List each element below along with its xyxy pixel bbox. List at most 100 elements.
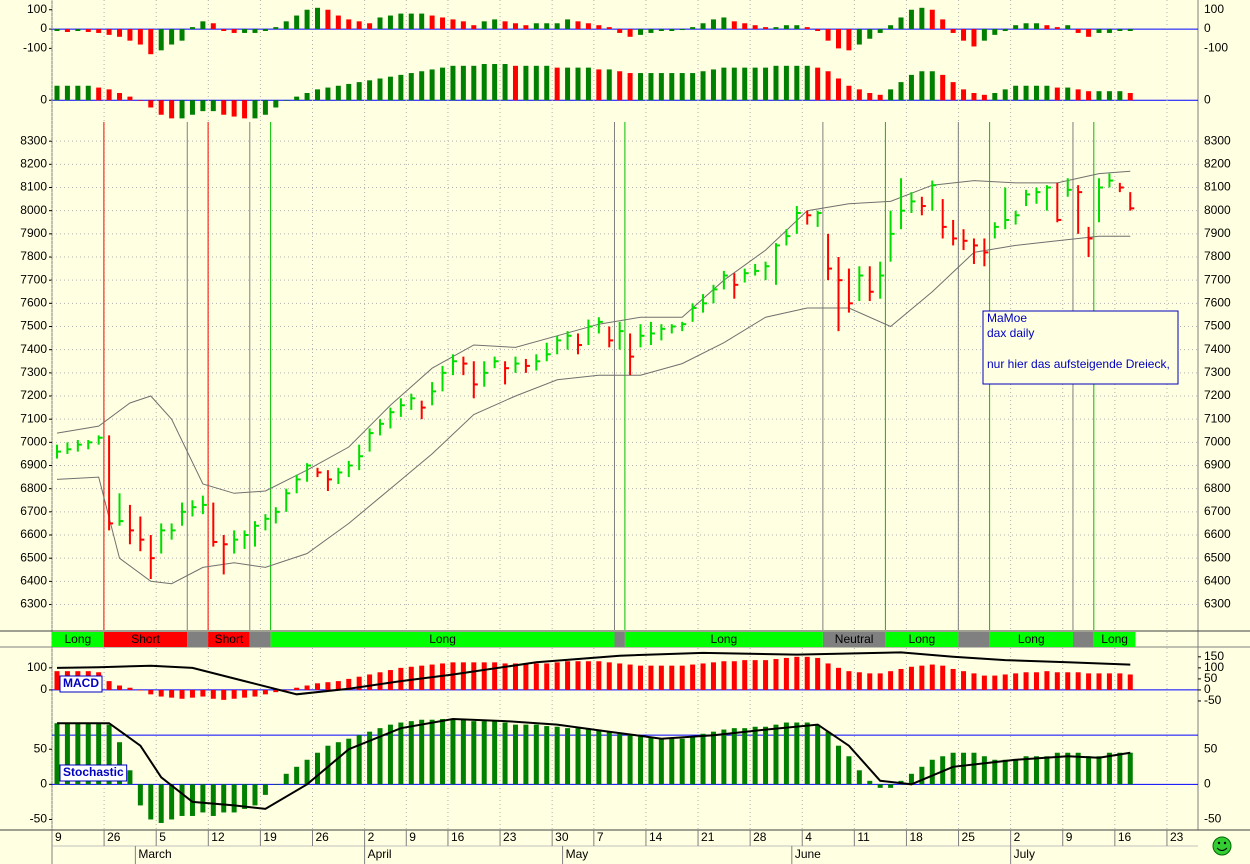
signal-segment bbox=[187, 632, 209, 647]
histogram-bar bbox=[189, 100, 195, 115]
histogram-bar bbox=[252, 100, 258, 119]
histogram-bar bbox=[710, 731, 716, 785]
histogram-bar bbox=[742, 67, 748, 101]
histogram-bar bbox=[596, 661, 602, 690]
histogram-bar bbox=[127, 96, 133, 101]
histogram-bar bbox=[481, 64, 487, 101]
histogram-bar bbox=[690, 736, 696, 785]
x-tick-label: 14 bbox=[649, 830, 663, 844]
histogram-bar bbox=[460, 65, 466, 101]
histogram-bar bbox=[481, 21, 487, 30]
histogram-bar bbox=[836, 667, 841, 690]
histogram-bar bbox=[773, 659, 779, 690]
histogram-bar bbox=[950, 752, 956, 785]
x-tick-label: 9 bbox=[55, 830, 62, 844]
histogram-bar bbox=[377, 78, 383, 101]
histogram-bar bbox=[419, 13, 425, 30]
signal-label: Long bbox=[1018, 632, 1045, 646]
histogram-bar bbox=[356, 82, 362, 101]
histogram-bar bbox=[731, 21, 737, 30]
histogram-bar bbox=[221, 689, 227, 700]
annotation-text: MaMoe bbox=[987, 311, 1027, 325]
histogram-bar bbox=[638, 73, 644, 101]
histogram-bar bbox=[1075, 672, 1081, 690]
histogram-bar bbox=[669, 73, 675, 101]
histogram-bar bbox=[64, 29, 70, 32]
histogram-bar bbox=[325, 682, 331, 690]
histogram-bar bbox=[231, 689, 237, 699]
histogram-bar bbox=[533, 65, 539, 101]
histogram-bar bbox=[627, 735, 633, 785]
histogram-bar bbox=[356, 676, 362, 690]
y-tick-label-right: 7700 bbox=[1204, 272, 1231, 286]
histogram-bar bbox=[690, 664, 696, 690]
histogram-bar bbox=[554, 726, 560, 785]
histogram-bar bbox=[283, 689, 289, 691]
histogram-bar bbox=[877, 673, 883, 690]
histogram-bar bbox=[325, 87, 331, 101]
histogram-bar bbox=[877, 29, 883, 33]
histogram-bar bbox=[1096, 29, 1102, 33]
signal-segment bbox=[614, 632, 625, 647]
y-tick-label-right: 0 bbox=[1204, 92, 1211, 106]
histogram-bar bbox=[429, 719, 435, 785]
histogram-bar bbox=[658, 738, 664, 785]
histogram-bar bbox=[408, 721, 414, 785]
histogram-bar bbox=[419, 719, 425, 785]
y-tick-label: -50 bbox=[30, 812, 48, 826]
status-icon[interactable] bbox=[1212, 836, 1232, 856]
histogram-bar bbox=[304, 93, 310, 101]
histogram-bar bbox=[565, 67, 571, 101]
histogram-bar bbox=[210, 23, 216, 30]
histogram-bar bbox=[106, 724, 112, 785]
histogram-bar bbox=[408, 13, 414, 30]
month-label: March bbox=[138, 847, 171, 861]
histogram-bar bbox=[169, 100, 175, 119]
histogram-bar bbox=[929, 759, 935, 785]
histogram-bar bbox=[1054, 87, 1060, 101]
y-tick-label-right: 100 bbox=[1204, 2, 1224, 16]
histogram-bar bbox=[419, 71, 425, 101]
y-tick-label-right: 8200 bbox=[1204, 157, 1231, 171]
smiley[interactable] bbox=[1212, 836, 1232, 856]
y-tick-label-right: 8300 bbox=[1204, 133, 1231, 147]
histogram-bar bbox=[867, 673, 873, 690]
histogram-bar bbox=[460, 662, 466, 690]
y-tick-label-right: 0 bbox=[1204, 777, 1211, 791]
histogram-bar bbox=[710, 662, 716, 690]
signal-segment bbox=[822, 632, 886, 647]
histogram-bar bbox=[648, 737, 654, 785]
x-tick-label: 9 bbox=[1066, 830, 1073, 844]
histogram-bar bbox=[512, 23, 518, 30]
histogram-bar bbox=[638, 29, 644, 35]
histogram-bar bbox=[1033, 85, 1039, 101]
signal-label: Long bbox=[64, 632, 91, 646]
y-tick-label-right: 8000 bbox=[1204, 203, 1231, 217]
histogram-bar bbox=[669, 665, 675, 690]
histogram-bar bbox=[231, 784, 237, 813]
histogram-bar bbox=[367, 731, 373, 785]
histogram-bar bbox=[544, 663, 550, 690]
signal-segment bbox=[208, 632, 250, 647]
y-tick-label: 7100 bbox=[20, 411, 47, 425]
histogram-bar bbox=[690, 73, 696, 101]
histogram-bar bbox=[617, 71, 623, 101]
histogram-bar bbox=[804, 65, 810, 101]
histogram-bar bbox=[929, 664, 935, 690]
histogram-bar bbox=[242, 29, 248, 33]
y-tick-label-right: 7600 bbox=[1204, 296, 1231, 310]
y-tick-label: 7900 bbox=[20, 226, 47, 240]
histogram-bar bbox=[731, 661, 737, 690]
x-tick-label: 4 bbox=[805, 830, 812, 844]
histogram-bar bbox=[387, 724, 393, 785]
histogram-bar bbox=[1002, 89, 1008, 101]
histogram-bar bbox=[898, 17, 904, 30]
histogram-bar bbox=[262, 100, 268, 115]
histogram-bar bbox=[648, 73, 654, 101]
histogram-bar bbox=[794, 65, 800, 101]
indicator-line bbox=[56, 651, 1131, 696]
histogram-bar bbox=[742, 728, 748, 785]
x-tick-label: 30 bbox=[555, 830, 569, 844]
histogram-bar bbox=[981, 29, 987, 41]
histogram-bar bbox=[669, 29, 675, 31]
